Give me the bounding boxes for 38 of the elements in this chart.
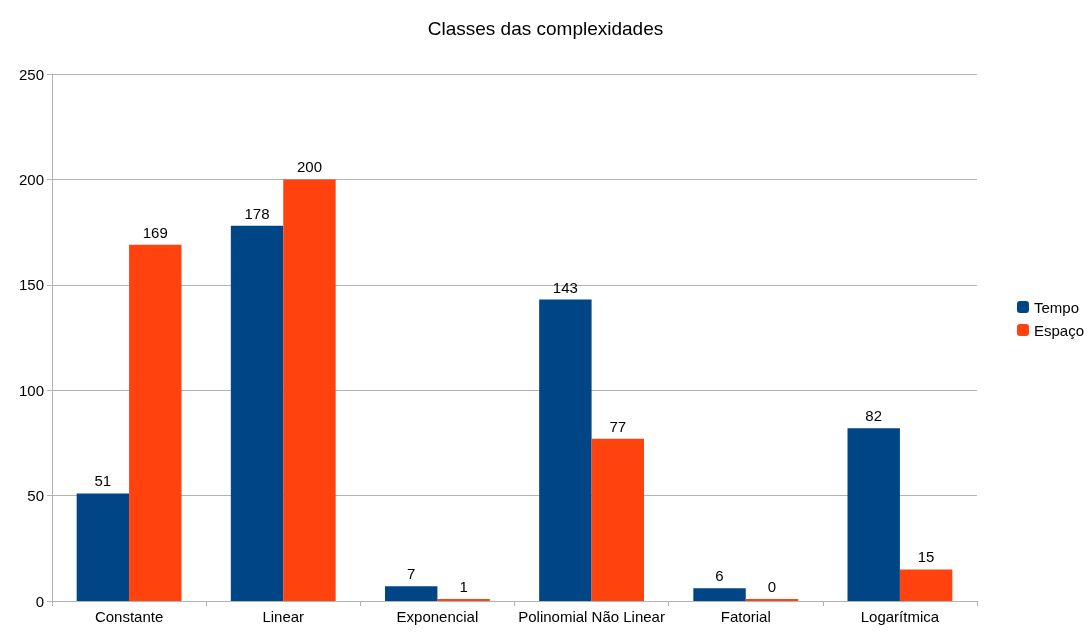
y-tick-label: 150 (18, 276, 44, 294)
data-label: 200 (296, 158, 322, 176)
legend-label: Tempo (1033, 298, 1079, 316)
x-tick-label: Logarítmica (860, 608, 940, 625)
x-tick-label: Linear (262, 608, 305, 625)
bar (437, 598, 490, 601)
bar (230, 225, 284, 601)
data-label: 1 (459, 577, 468, 595)
data-label: 143 (552, 278, 578, 296)
chart-title: Classes das complexidades (427, 18, 664, 39)
bar (283, 179, 336, 601)
data-label: 82 (865, 407, 883, 425)
y-tick-label: 200 (18, 170, 44, 188)
x-tick-label: Polinomial Não Linear (518, 608, 665, 625)
data-label: 7 (407, 565, 416, 583)
bar (899, 569, 953, 601)
bar (591, 438, 644, 601)
data-label: 178 (244, 204, 270, 222)
data-label: 77 (609, 417, 627, 435)
y-tick-label: 250 (18, 65, 44, 83)
bar (129, 244, 182, 601)
data-label: 51 (94, 472, 112, 490)
y-tick-label: 100 (18, 381, 44, 399)
bar (76, 493, 130, 601)
y-tick-label: 50 (27, 487, 44, 505)
bar (693, 588, 746, 601)
bar (385, 586, 438, 601)
x-tick-label: Exponencial (396, 608, 479, 625)
data-label: 169 (142, 223, 168, 241)
data-label: 15 (917, 548, 935, 566)
data-label: 0 (767, 578, 777, 595)
data-label: 6 (715, 567, 724, 585)
x-tick-label: Constante (94, 608, 164, 625)
legend-label: Espaço (1033, 321, 1085, 339)
bar (539, 299, 592, 601)
y-tick-label: 0 (35, 592, 44, 610)
bar (847, 428, 900, 601)
x-tick-label: Fatorial (720, 608, 771, 625)
